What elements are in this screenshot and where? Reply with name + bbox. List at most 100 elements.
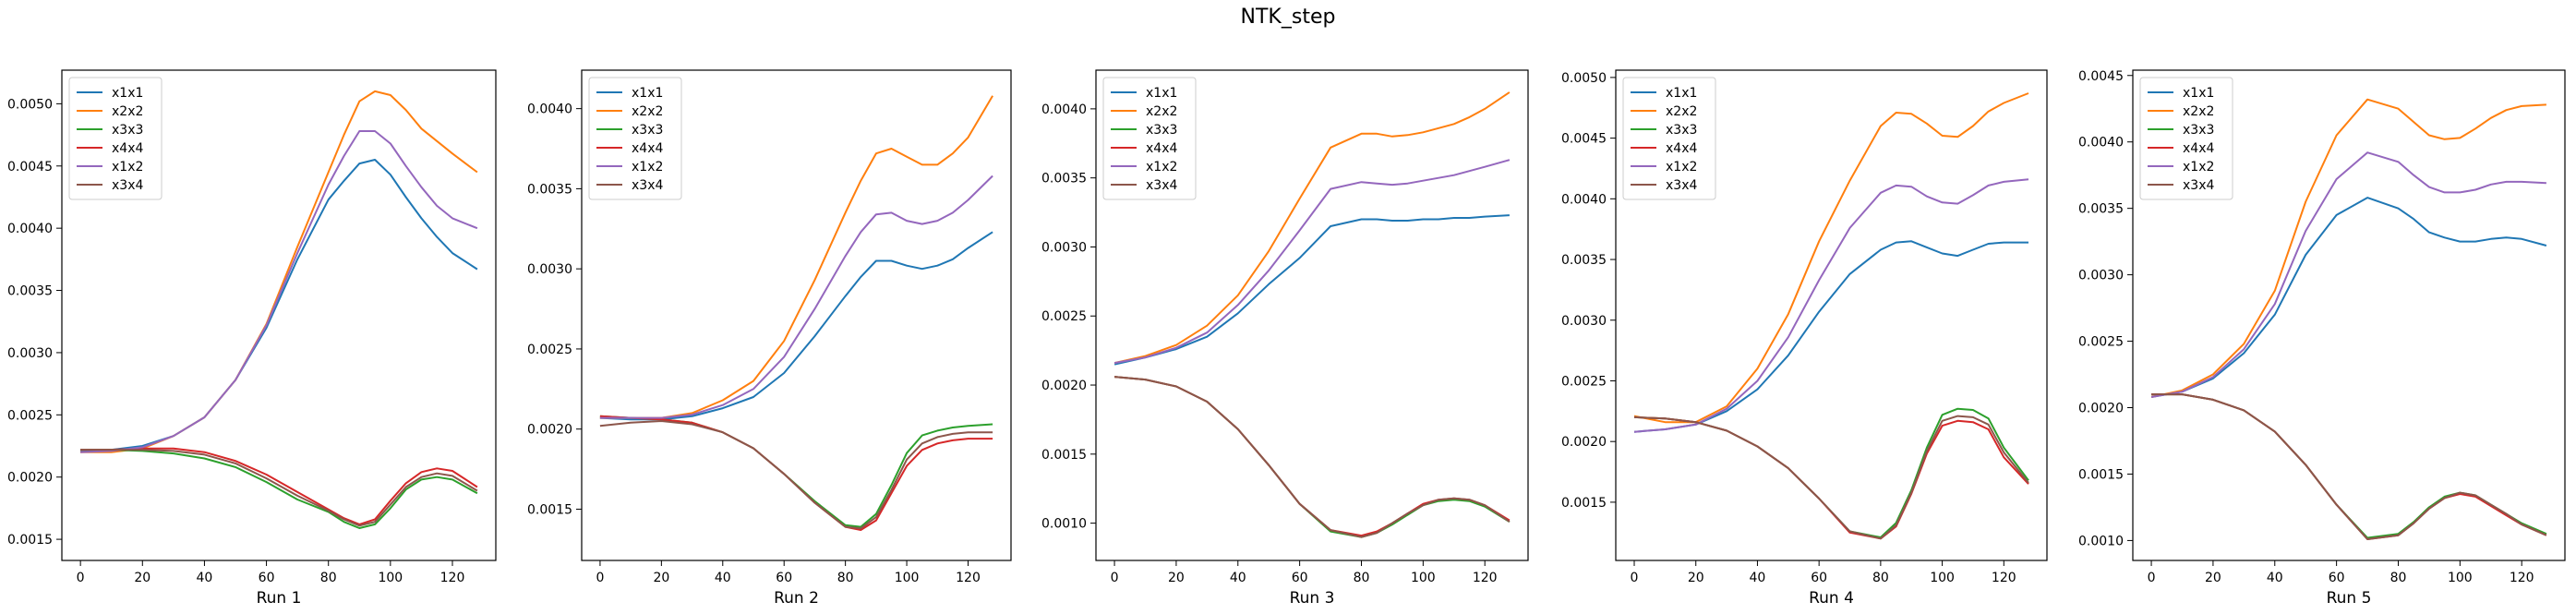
y-tick-label: 0.0045 [7, 160, 53, 175]
y-tick-label: 0.0015 [1561, 496, 1607, 511]
series-line-x3x4 [1633, 415, 2029, 540]
y-tick-label: 0.0030 [2078, 269, 2124, 283]
y-tick-label: 0.0040 [1561, 192, 1607, 207]
x-tick-label: 120 [1992, 571, 2016, 585]
subplot-run-5: 0 20 40 60 80 100 120 0.0010 0.0015 0.0020 0.0025 0… [2078, 69, 2566, 608]
y-tick-label: 0.0020 [1561, 435, 1607, 450]
y-tick-label: 0.0035 [2078, 202, 2124, 217]
y-tick-label: 0.0035 [1561, 253, 1607, 268]
x-tick-label: 60 [1292, 571, 1308, 585]
series-line-x4x4 [1114, 376, 1511, 537]
legend-label-x1x1: x1x1 [2183, 86, 2214, 101]
y-tick-label: 0.0030 [527, 262, 572, 277]
subplot-run-1: 0 20 40 60 80 100 120 0.0015 0.0020 0.0025 0.0030 0… [7, 69, 497, 608]
series-line-x3x4 [1114, 376, 1511, 538]
legend-label-x3x3: x3x3 [632, 123, 663, 138]
y-tick-label: 0.0045 [1561, 132, 1607, 147]
x-tick-label: 0 [2148, 571, 2156, 585]
legend-label-x4x4: x4x4 [2183, 141, 2214, 156]
legend-label-x4x4: x4x4 [632, 141, 663, 156]
x-tick-label: 40 [197, 571, 213, 585]
x-tick-label: 60 [259, 571, 275, 585]
series-line-x3x4 [80, 449, 478, 527]
x-tick-label: 80 [320, 571, 337, 585]
x-tick-label: 100 [895, 571, 920, 585]
legend-label-x1x2: x1x2 [632, 160, 663, 175]
axes-frame [61, 69, 497, 561]
series-line-x1x1 [80, 159, 478, 452]
x-tick-label: 80 [1354, 571, 1370, 585]
x-tick-label: 20 [1168, 571, 1185, 585]
series-line-x3x3 [599, 415, 993, 528]
legend-label-x3x3: x3x3 [1146, 123, 1177, 138]
x-axis-title: Run 1 [257, 589, 302, 608]
x-tick-label: 100 [378, 571, 403, 585]
y-tick-label: 0.0025 [7, 408, 53, 423]
x-tick-label: 60 [2329, 571, 2345, 585]
subplot-run-2: 0 20 40 60 80 100 120 0.0015 0.0020 0.0025 0.0030 0… [527, 69, 1012, 608]
legend: x1x1 x2x2 x3x3 x4x4 x1x2 x3x4 [1102, 77, 1197, 200]
legend-box [1102, 77, 1197, 200]
x-tick-label: 20 [653, 571, 669, 585]
x-tick-label: 40 [1230, 571, 1246, 585]
y-tick-label: 0.0050 [7, 97, 53, 112]
legend-label-x4x4: x4x4 [1146, 141, 1177, 156]
y-tick-label: 0.0025 [2078, 335, 2124, 350]
x-tick-label: 0 [1111, 571, 1119, 585]
x-axis-title: Run 2 [774, 589, 819, 608]
x-tick-label: 40 [715, 571, 731, 585]
series-line-x4x4 [599, 415, 993, 531]
legend-label-x3x3: x3x3 [112, 123, 143, 138]
x-axis-title: Run 5 [2327, 589, 2372, 608]
figure-title: NTK_step [1240, 6, 1336, 29]
series-line-x3x3 [1633, 407, 2029, 538]
y-tick-label: 0.0025 [1041, 309, 1087, 324]
series-line-x3x4 [599, 420, 993, 530]
x-tick-label: 20 [1688, 571, 1704, 585]
legend-label-x3x3: x3x3 [2183, 123, 2214, 138]
y-tick-label: 0.0030 [7, 346, 53, 361]
y-tick-label: 0.0015 [527, 502, 572, 517]
series-line-x1x1 [599, 231, 993, 421]
legend-label-x1x2: x1x2 [1666, 160, 1697, 175]
subplot-run-4: 0 20 40 60 80 100 120 0.0015 0.0020 0.0025 0.0030 0… [1561, 69, 2048, 608]
legend-label-x3x4: x3x4 [1146, 178, 1177, 193]
legend-label-x1x2: x1x2 [2183, 160, 2214, 175]
y-tick-label: 0.0040 [1041, 102, 1087, 117]
x-tick-label: 20 [134, 571, 150, 585]
x-tick-label: 80 [1872, 571, 1889, 585]
x-tick-label: 80 [837, 571, 854, 585]
legend-label-x1x1: x1x1 [112, 86, 143, 101]
y-tick-label: 0.0040 [2078, 136, 2124, 150]
series-line-x2x2 [599, 95, 993, 419]
legend-box [1622, 77, 1716, 200]
axes-frame [1095, 69, 1529, 561]
y-tick-label: 0.0010 [2078, 534, 2124, 548]
y-tick-label: 0.0025 [1561, 374, 1607, 389]
series-line-x4x4 [1633, 415, 2029, 540]
legend-label-x3x4: x3x4 [2183, 178, 2214, 193]
legend-label-x2x2: x2x2 [632, 104, 663, 119]
legend-label-x2x2: x2x2 [2183, 104, 2214, 119]
y-tick-label: 0.0040 [7, 222, 53, 236]
legend-box [2139, 77, 2233, 200]
legend-label-x3x3: x3x3 [1666, 123, 1697, 138]
series-line-x2x2 [2150, 98, 2546, 398]
x-tick-label: 120 [440, 571, 465, 585]
y-tick-label: 0.0035 [1041, 172, 1087, 187]
x-tick-label: 120 [2510, 571, 2534, 585]
series-line-x1x1 [2150, 197, 2547, 398]
y-tick-label: 0.0035 [527, 182, 572, 197]
x-tick-label: 0 [596, 571, 604, 585]
series-line-x1x1 [1113, 214, 1510, 366]
y-tick-label: 0.0040 [527, 102, 572, 117]
x-tick-label: 40 [2267, 571, 2283, 585]
x-tick-label: 100 [1930, 571, 1955, 585]
series-line-x3x3 [2151, 393, 2547, 539]
legend-label-x4x4: x4x4 [1666, 141, 1697, 156]
legend-label-x1x2: x1x2 [1146, 160, 1177, 175]
series-line-x1x2 [1113, 159, 1511, 365]
legend-label-x1x2: x1x2 [112, 160, 143, 175]
x-tick-label: 60 [776, 571, 792, 585]
